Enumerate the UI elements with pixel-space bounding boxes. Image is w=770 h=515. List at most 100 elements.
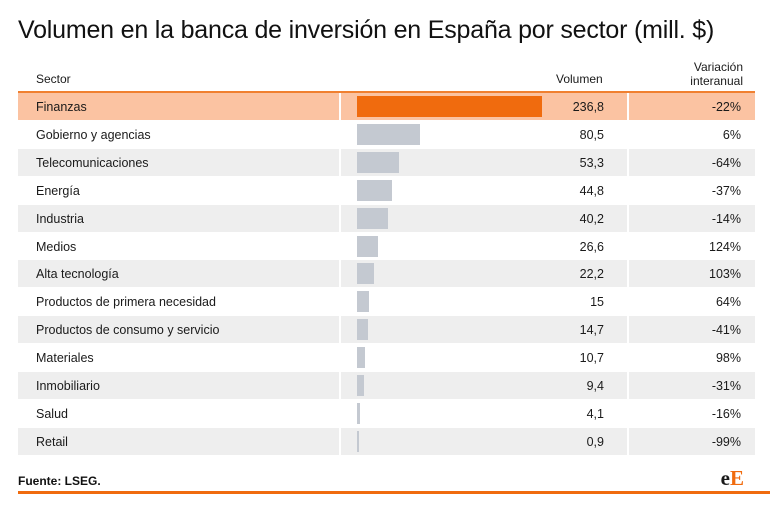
table-row: Salud 4,1 -16% — [18, 399, 755, 427]
volume-value: 0,9 — [586, 434, 604, 449]
variation-value: 98% — [715, 351, 741, 366]
volume-bar — [357, 347, 366, 369]
column-separator — [627, 344, 629, 372]
sector-label: Telecomunicaciones — [36, 155, 149, 170]
source-note: Fuente: LSEG. — [18, 474, 101, 488]
volume-bar — [357, 96, 542, 117]
column-separator — [627, 93, 629, 120]
variation-value: -16% — [711, 406, 741, 421]
volume-value: 44,8 — [579, 183, 604, 198]
column-separator — [627, 148, 629, 176]
table-header: Sector Volumen Variación interanual — [18, 60, 755, 90]
column-separator — [339, 176, 341, 204]
header-volume: Volumen — [556, 72, 603, 86]
column-separator — [627, 260, 629, 288]
logo-part-2: E — [729, 466, 744, 490]
header-variation-line2: interanual — [690, 74, 743, 88]
volume-value: 22,2 — [579, 267, 604, 282]
sector-label: Productos de consumo y servicio — [36, 323, 220, 338]
sector-label: Alta tecnología — [36, 267, 119, 282]
variation-value: 6% — [722, 127, 741, 142]
volume-value: 53,3 — [579, 155, 604, 170]
volume-bar — [357, 291, 369, 313]
volume-value: 9,4 — [586, 379, 604, 393]
variation-value: -37% — [711, 183, 741, 198]
column-separator — [627, 232, 629, 260]
column-separator — [339, 260, 341, 288]
header-sector: Sector — [36, 72, 71, 86]
sector-label: Gobierno y agencias — [36, 127, 151, 142]
variation-value: -31% — [711, 379, 741, 393]
table-row: Productos de consumo y servicio 14,7 -41% — [18, 316, 755, 344]
variation-value: 103% — [709, 267, 741, 282]
column-separator — [339, 427, 341, 455]
brand-logo: eE — [721, 466, 744, 491]
table-row: Retail 0,9 -99% — [18, 427, 755, 455]
header-variation-line1: Variación — [693, 60, 743, 74]
table-row: Materiales 10,7 98% — [18, 344, 755, 372]
column-separator — [627, 372, 629, 399]
column-separator — [339, 93, 341, 120]
column-separator — [627, 316, 629, 344]
sector-label: Finanzas — [36, 100, 87, 114]
column-separator — [627, 288, 629, 316]
column-separator — [339, 120, 341, 148]
variation-value: -41% — [711, 323, 741, 338]
column-separator — [627, 204, 629, 232]
volume-bar — [357, 207, 389, 229]
sector-label: Medios — [36, 239, 77, 254]
volume-value: 4,1 — [586, 406, 604, 421]
volume-bar — [357, 319, 369, 341]
table-row: Industria 40,2 -14% — [18, 204, 755, 232]
sector-label: Materiales — [36, 351, 94, 366]
chart-title: Volumen en la banca de inversión en Espa… — [18, 16, 715, 44]
variation-value: -14% — [711, 211, 741, 226]
sector-label: Productos de primera necesidad — [36, 295, 216, 310]
variation-value: 64% — [715, 295, 741, 310]
sector-label: Industria — [36, 211, 84, 226]
sector-label: Inmobiliario — [36, 379, 100, 393]
table-row: Alta tecnología 22,2 103% — [18, 260, 755, 288]
column-separator — [339, 344, 341, 372]
column-separator — [627, 120, 629, 148]
volume-value: 236,8 — [572, 100, 604, 114]
column-separator — [339, 204, 341, 232]
column-separator — [339, 372, 341, 399]
volume-bar — [357, 151, 399, 173]
variation-value: 124% — [709, 239, 741, 254]
table-row: Telecomunicaciones 53,3 -64% — [18, 148, 755, 176]
volume-value: 26,6 — [579, 239, 604, 254]
table-row: Energía 44,8 -37% — [18, 176, 755, 204]
column-separator — [339, 288, 341, 316]
table-row: Medios 26,6 124% — [18, 232, 755, 260]
volume-bar — [357, 123, 420, 145]
footer-divider — [18, 491, 770, 494]
variation-value: -99% — [711, 434, 741, 449]
column-separator — [339, 232, 341, 260]
volume-bar — [357, 235, 378, 257]
column-separator — [627, 176, 629, 204]
column-separator — [627, 427, 629, 455]
volume-value: 80,5 — [579, 127, 604, 142]
table-row: Finanzas 236,8 -22% — [18, 93, 755, 120]
sector-label: Retail — [36, 434, 68, 449]
table-row: Gobierno y agencias 80,5 6% — [18, 120, 755, 148]
variation-value: -64% — [711, 155, 741, 170]
volume-bar — [357, 179, 392, 201]
volume-value: 15 — [590, 295, 604, 310]
volume-bar — [357, 402, 361, 424]
header-variation: Variación interanual — [690, 60, 743, 88]
sector-label: Energía — [36, 183, 80, 198]
sector-label: Salud — [36, 406, 68, 421]
volume-bar — [357, 375, 365, 396]
volume-bar — [357, 263, 375, 285]
column-separator — [339, 399, 341, 427]
volume-value: 10,7 — [579, 351, 604, 366]
column-separator — [627, 399, 629, 427]
column-separator — [339, 148, 341, 176]
table-row: Productos de primera necesidad 15 64% — [18, 288, 755, 316]
logo-part-1: e — [720, 466, 730, 490]
variation-value: -22% — [711, 100, 741, 114]
table-row: Inmobiliario 9,4 -31% — [18, 372, 755, 399]
header-divider — [18, 91, 755, 93]
